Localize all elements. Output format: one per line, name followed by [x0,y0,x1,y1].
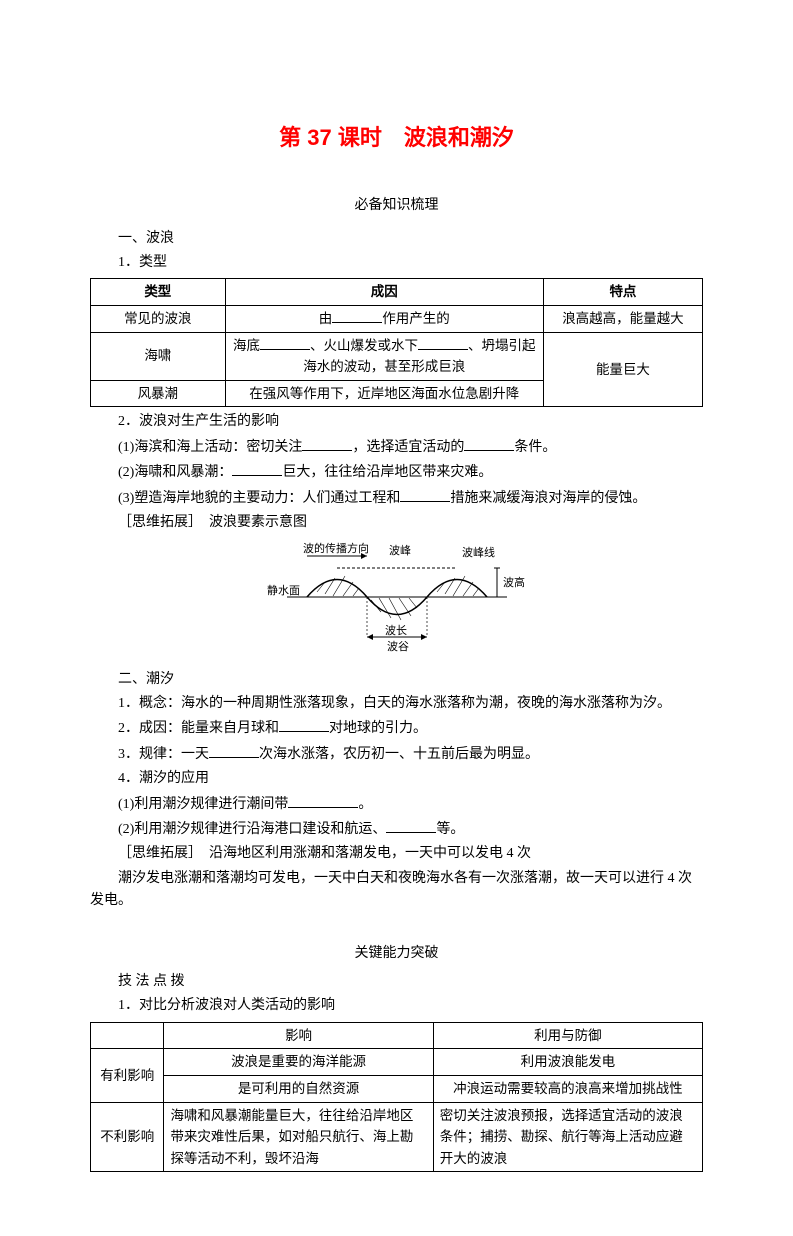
text: 海底 [233,338,260,353]
fill-blank[interactable] [464,436,514,451]
text: (2)海啸和风暴潮： [118,465,232,480]
td-bad-use: 密切关注波浪预报，选择适宜活动的波浪条件；捕捞、勘探、航行等海上活动应避开大的波… [433,1102,702,1172]
fill-blank[interactable] [386,818,436,833]
fill-blank[interactable] [288,793,358,808]
td-good-label: 有利影响 [91,1049,164,1102]
th-type: 类型 [91,279,226,306]
td-good-eff2: 是可利用的自然资源 [164,1075,433,1102]
td-bad-eff: 海啸和风暴潮能量巨大，往往给沿岸地区带来灾难性后果，如对船只航行、海上勘探等活动… [164,1102,433,1172]
td-storm-cause: 在强风等作用下，近岸地区海面水位急剧升降 [225,380,543,407]
text: (1)利用潮汐规律进行潮间带 [118,797,288,812]
td-good-use2: 冲浪运动需要较高的浪高来增加挑战性 [433,1075,702,1102]
fill-blank[interactable] [279,717,329,732]
td-common-wave: 常见的波浪 [91,305,226,332]
label-crest-line: 波峰线 [462,545,495,559]
item-3: (3)塑造海岸地貌的主要动力：人们通过工程和 措施来减缓海浪对海岸的侵蚀。 [90,487,703,510]
th-use: 利用与防御 [433,1022,702,1049]
analysis-heading: 1．对比分析波浪对人类活动的影响 [90,995,703,1017]
text: (3)塑造海岸地貌的主要动力：人们通过工程和 [118,491,400,506]
fill-blank[interactable] [332,308,382,323]
tide-application: 4．潮汐的应用 [90,768,703,790]
td-common-cause: 由 作用产生的 [225,305,543,332]
th-blank [91,1022,164,1049]
text: 3．规律：一天 [118,747,209,762]
text: 措施来减缓海浪对海岸的侵蚀。 [450,491,646,506]
tide-app-2: (2)利用潮汐规律进行沿海港口建设和航运、 等。 [90,818,703,841]
th-feature: 特点 [543,279,702,306]
subheading-types: 1．类型 [90,252,703,274]
fill-blank[interactable] [302,436,352,451]
th-cause: 成因 [225,279,543,306]
td-good-use1: 利用波浪能发电 [433,1049,702,1076]
text: 巨大，往往给沿岸地区带来灾难。 [282,465,492,480]
text: 由 [319,311,333,326]
label-still-water: 静水面 [267,583,300,597]
section-heading-ability: 关键能力突破 [90,943,703,965]
tide-app-1: (1)利用潮汐规律进行潮间带 。 [90,793,703,816]
text: 。 [358,797,372,812]
thinking-extension: ［思维拓展］ 波浪要素示意图 [90,512,703,534]
text: 、火山爆发或水下 [310,338,418,353]
text: (1)海滨和海上活动：密切关注 [118,440,302,455]
text: 次海水涨落，农历初一、十五前后最为明显。 [259,747,539,762]
th-effect: 影响 [164,1022,433,1049]
text: 作用产生的 [382,311,450,326]
fill-blank[interactable] [418,335,468,350]
text: ，选择适宜活动的 [352,440,464,455]
label-wavelength: 波长 [385,624,407,637]
tide-thinking-body: 潮汐发电涨潮和落潮均可发电，一天中白天和夜晚海水各有一次涨落潮，故一天可以进行 … [90,868,703,913]
label-crest: 波峰 [389,544,411,557]
item-1: (1)海滨和海上活动：密切关注 ，选择适宜活动的 条件。 [90,436,703,459]
item-2: (2)海啸和风暴潮： 巨大，往往给沿岸地区带来灾难。 [90,461,703,484]
td-huge-energy: 能量巨大 [543,332,702,407]
fill-blank[interactable] [260,335,310,350]
document-page: 第 37 课时 波浪和潮汐 必备知识梳理 一、波浪 1．类型 类型 成因 特点 … [0,0,793,1236]
tide-cause: 2．成因：能量来自月球和 对地球的引力。 [90,717,703,740]
td-common-feature: 浪高越高，能量越大 [543,305,702,332]
fill-blank[interactable] [232,461,282,476]
text: 对地球的引力。 [329,721,427,736]
lesson-title: 第 37 课时 波浪和潮汐 [90,120,703,155]
tide-thinking-ext: ［思维拓展］ 沿海地区利用涨潮和落潮发电，一天中可以发电 4 次 [90,843,703,865]
method-heading: 技 法 点 拨 [90,971,703,993]
text: 2．成因：能量来自月球和 [118,721,279,736]
td-tsunami-cause: 海底、火山爆发或水下、坍塌引起海水的波动，甚至形成巨浪 [225,332,543,380]
fill-blank[interactable] [209,743,259,758]
wave-elements-diagram: 波峰 波峰线 波的传播方向 静水面 波高 波长 波谷 [90,542,703,660]
text: (2)利用潮汐规律进行沿海港口建设和航运、 [118,822,386,837]
label-trough: 波谷 [387,640,409,652]
td-good-eff1: 波浪是重要的海洋能源 [164,1049,433,1076]
wave-types-table: 类型 成因 特点 常见的波浪 由 作用产生的 浪高越高，能量越大 海啸 海底 、火山… [90,278,703,407]
subheading-wave-effect: 2．波浪对生产生活的影响 [90,411,703,433]
fill-blank[interactable] [400,487,450,502]
text: 等。 [436,822,464,837]
section-heading-knowledge: 必备知识梳理 [90,195,703,217]
td-tsunami: 海啸 [91,332,226,380]
label-wave-height: 波高 [503,575,525,589]
text: 条件。 [514,440,556,455]
tide-rule: 3．规律：一天 次海水涨落，农历初一、十五前后最为明显。 [90,743,703,766]
wave-impact-table: 影响 利用与防御 有利影响 波浪是重要的海洋能源 利用波浪能发电 是可利用的自然… [90,1022,703,1173]
label-propagation: 波的传播方向 [303,542,369,555]
heading-waves: 一、波浪 [90,228,703,250]
td-bad-label: 不利影响 [91,1102,164,1172]
tide-concept: 1．概念：海水的一种周期性涨落现象，白天的海水涨落称为潮，夜晚的海水涨落称为汐。 [90,693,703,715]
heading-tides: 二、潮汐 [90,669,703,691]
td-storm-surge: 风暴潮 [91,380,226,407]
